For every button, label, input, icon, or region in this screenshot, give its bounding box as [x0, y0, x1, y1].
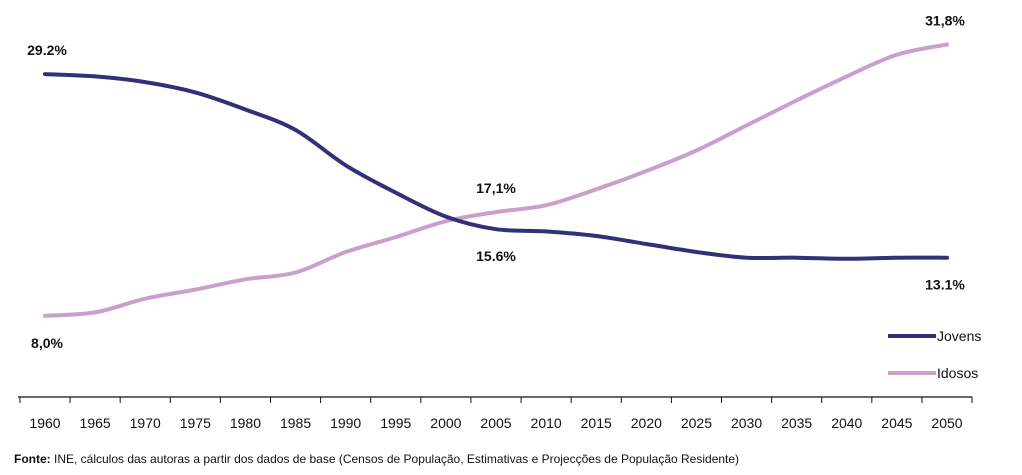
x-tick-label: 1965	[80, 415, 111, 431]
x-tick-label: 2025	[681, 415, 712, 431]
data-label: 17,1%	[476, 180, 516, 196]
x-tick-label: 2015	[581, 415, 612, 431]
x-tick-label: 1980	[230, 415, 261, 431]
series-line-jovens	[43, 72, 949, 261]
x-tick-label: 2000	[430, 415, 461, 431]
source-note: Fonte: INE, cálculos das autoras a parti…	[14, 452, 739, 466]
source-label: Fonte:	[14, 452, 51, 466]
series-line-idosos	[43, 42, 949, 318]
source-text: INE, cálculos das autoras a partir dos d…	[50, 452, 740, 466]
data-label: 29.2%	[27, 42, 67, 58]
x-tick-label: 2020	[631, 415, 662, 431]
x-tick-label: 1990	[330, 415, 361, 431]
x-tick-label: 2045	[881, 415, 912, 431]
x-tick-label: 2030	[731, 415, 762, 431]
x-tick-label: 2005	[480, 415, 511, 431]
line-chart: 1960 1965 1970 1975 1980 1985 1990 1995 2000 2005…	[18, 12, 981, 431]
data-label: 13.1%	[925, 277, 965, 293]
x-tick-label: 1960	[29, 415, 60, 431]
x-tick-label: 2050	[931, 415, 962, 431]
data-label: 8,0%	[31, 335, 63, 351]
series-lines	[43, 42, 949, 318]
x-axis: 1960 1965 1970 1975 1980 1985 1990 1995 2000 2005…	[18, 396, 973, 431]
x-tick-label: 1985	[280, 415, 311, 431]
x-tick-label: 2040	[831, 415, 862, 431]
x-tick-label: 1995	[380, 415, 411, 431]
legend-label-jovens: Jovens	[937, 328, 981, 344]
data-labels: 29.2% 8,0% 17,1% 15.6% 31,8% 13.1%	[27, 12, 965, 350]
data-label: 31,8%	[925, 12, 965, 28]
x-tick-label: 1975	[180, 415, 211, 431]
data-label: 15.6%	[476, 248, 516, 264]
legend-label-idosos: Idosos	[937, 365, 978, 381]
x-tick-label: 1970	[130, 415, 161, 431]
x-tick-label: 2010	[531, 415, 562, 431]
x-tick-label: 2035	[781, 415, 812, 431]
legend: Jovens Idosos	[888, 328, 981, 381]
